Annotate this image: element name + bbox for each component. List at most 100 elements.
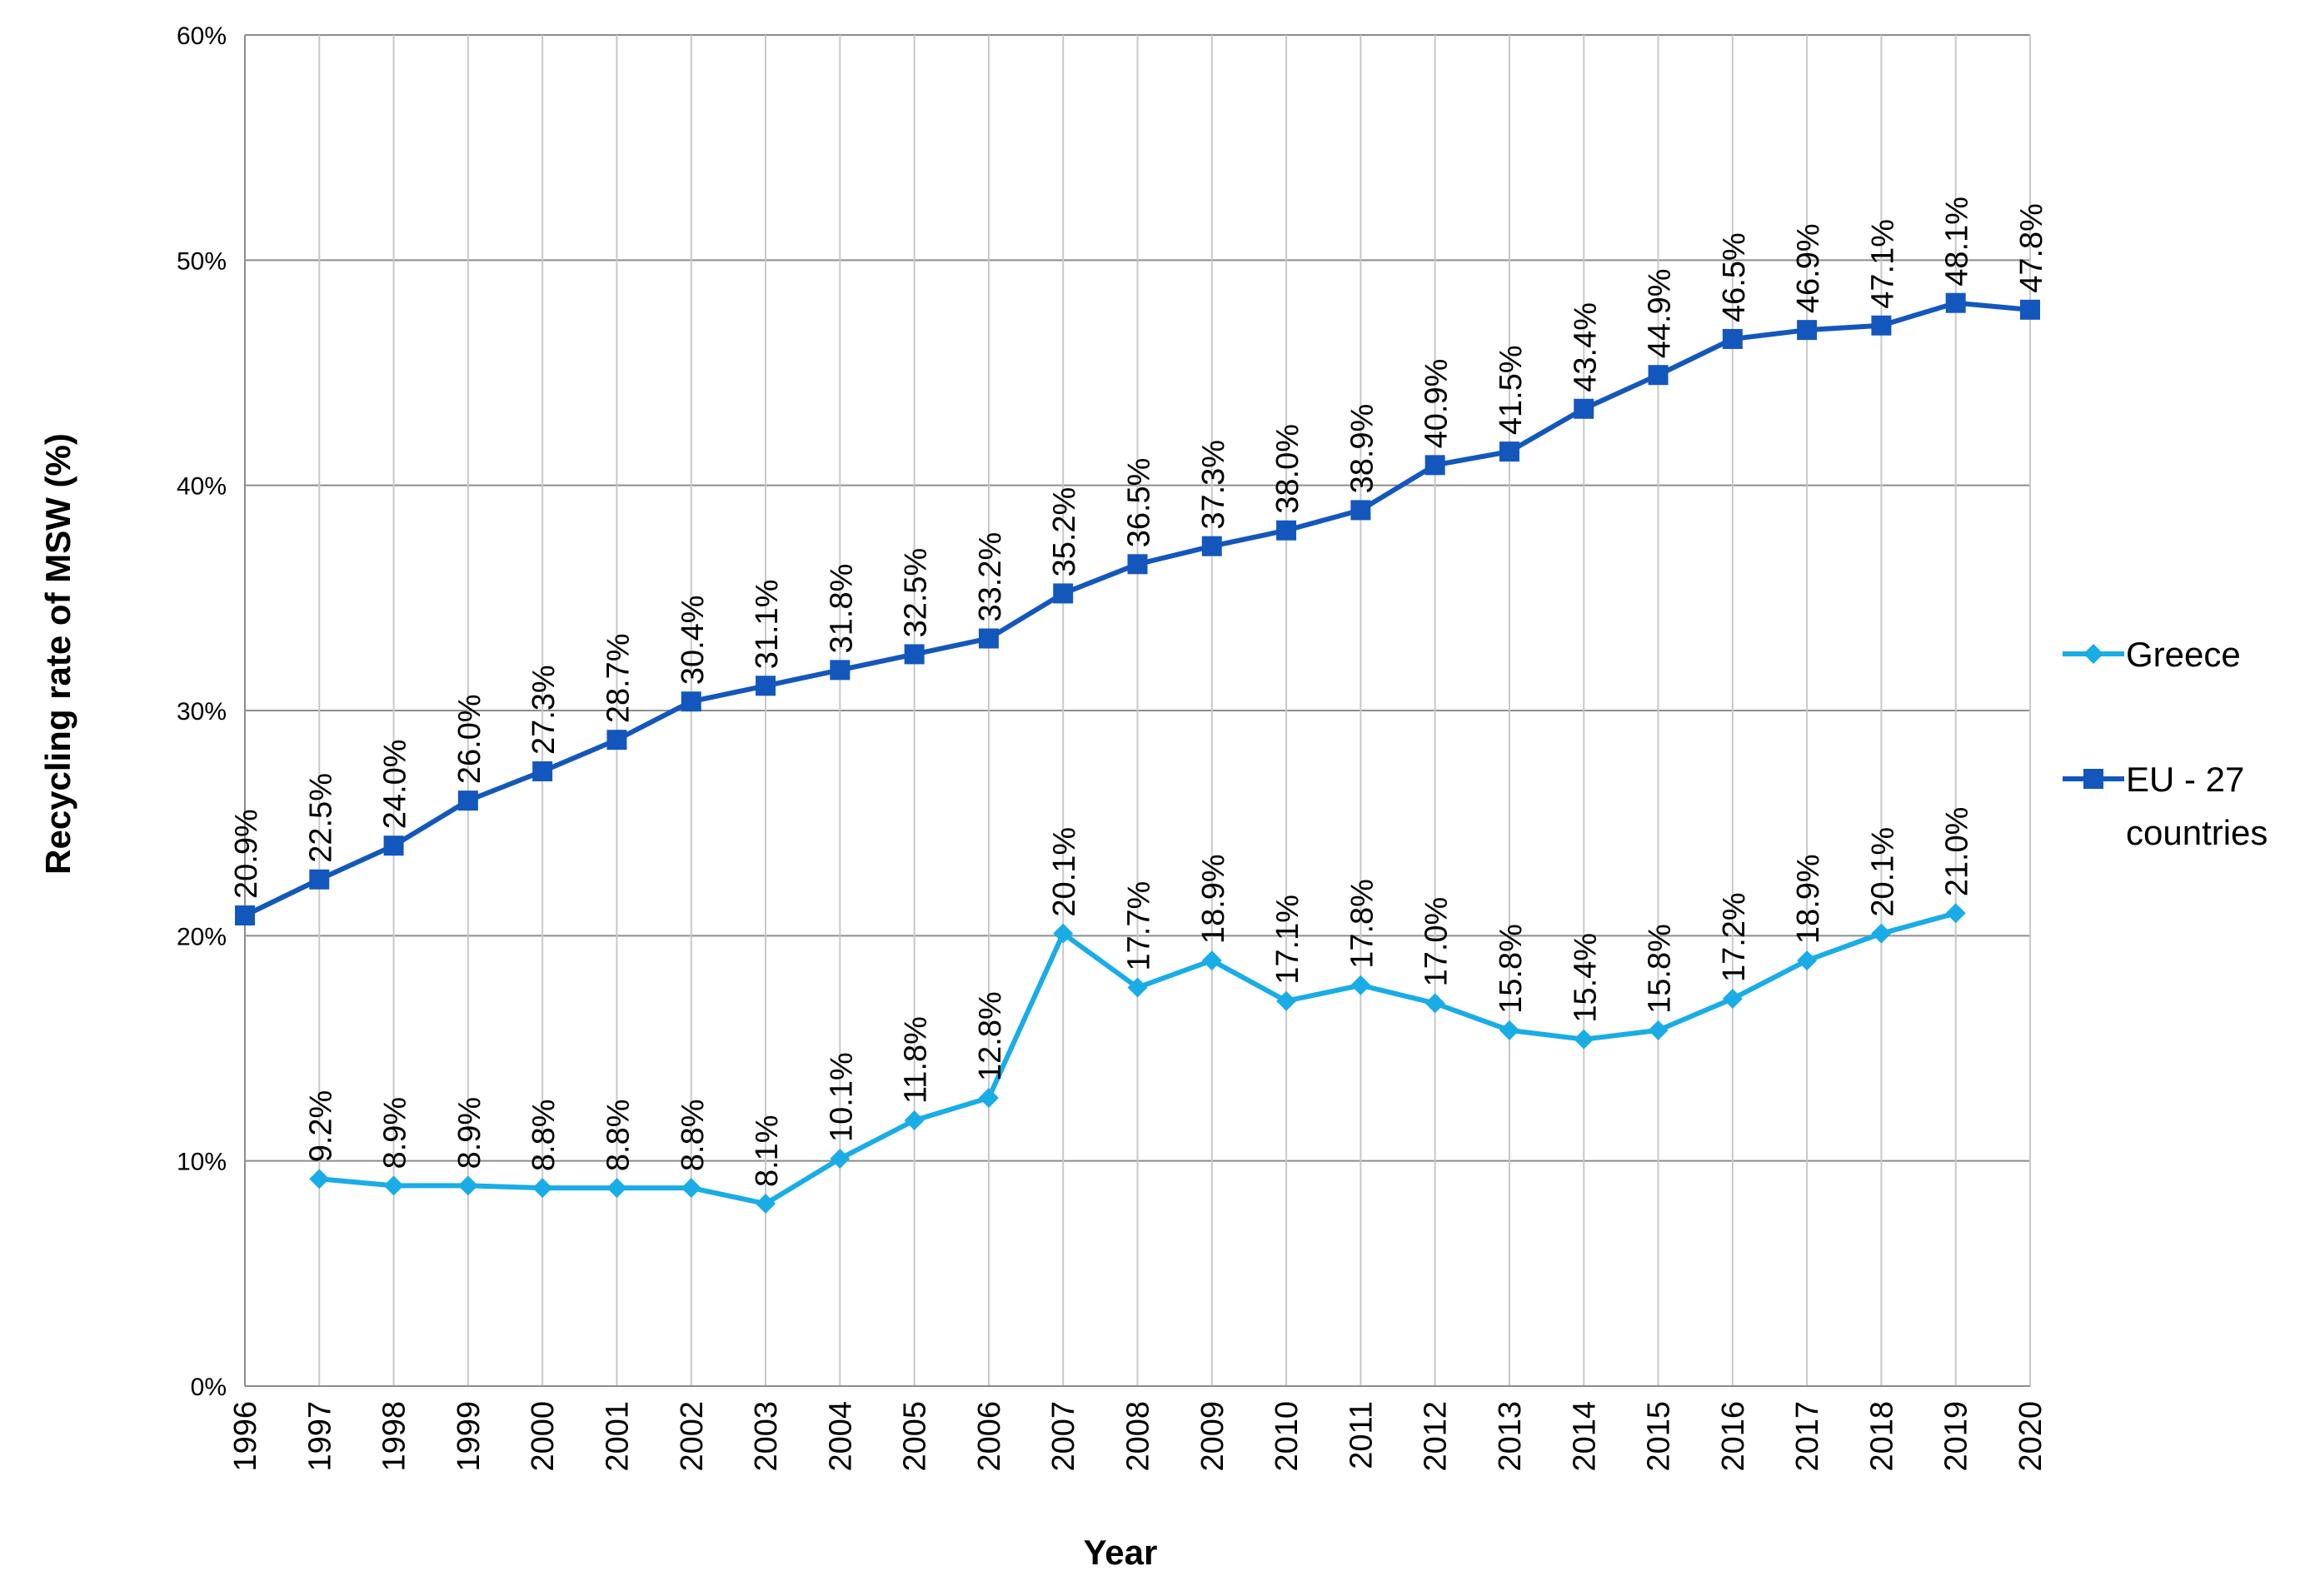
data-point-marker	[1276, 520, 1297, 541]
data-label: 17.2%	[1717, 892, 1752, 982]
data-point-marker	[2020, 299, 2040, 320]
axes: 0% 10% 20% 30% 40% 50% 60% 1996 1997 1998 1999 2000…	[177, 22, 2048, 1472]
series-greece	[309, 903, 1966, 1214]
x-tick-label: 2017	[1790, 1401, 1825, 1472]
y-tick-label: 50%	[177, 247, 227, 275]
data-point-marker	[1053, 923, 1074, 944]
data-label: 15.8%	[1643, 924, 1678, 1014]
data-label: 48.1%	[1940, 197, 1975, 287]
x-tick-label: 2002	[675, 1401, 710, 1472]
data-point-marker	[904, 1110, 925, 1131]
data-label: 17.1%	[1270, 895, 1305, 985]
data-label: 47.1%	[1865, 219, 1900, 309]
data-label: 9.2%	[303, 1090, 338, 1163]
data-point-marker	[1648, 1020, 1669, 1040]
data-label: 17.0%	[1419, 897, 1454, 987]
x-tick-label: 2016	[1716, 1401, 1751, 1472]
data-label: 46.5%	[1717, 232, 1752, 322]
data-point-marker	[1499, 1020, 1519, 1040]
data-point-marker	[1722, 328, 1743, 349]
data-label: 15.4%	[1568, 933, 1603, 1023]
data-label: 24.0%	[378, 739, 413, 829]
data-label: 8.8%	[526, 1099, 561, 1171]
y-tick-label: 20%	[177, 923, 227, 950]
data-point-marker	[1127, 977, 1148, 998]
x-tick-label: 2015	[1642, 1401, 1677, 1472]
data-label: 15.8%	[1494, 924, 1529, 1014]
data-label: 46.9%	[1791, 223, 1826, 313]
x-tick-label: 2012	[1419, 1401, 1454, 1472]
legend-label: Greece	[2126, 635, 2241, 674]
data-point-marker	[383, 1175, 404, 1196]
data-label: 36.5%	[1122, 458, 1157, 548]
legend-item-greece: Greece	[2063, 635, 2241, 674]
x-tick-label: 1996	[228, 1401, 263, 1472]
data-label: 43.4%	[1568, 302, 1603, 392]
y-tick-label: 60%	[177, 22, 227, 50]
data-label: 8.8%	[676, 1099, 711, 1171]
data-label: 31.1%	[750, 580, 785, 670]
data-label: 20.1%	[1865, 827, 1900, 917]
legend-label: EU - 27	[2126, 760, 2244, 799]
data-label: 31.8%	[824, 564, 859, 654]
data-point-marker	[1276, 990, 1297, 1011]
data-labels: 9.2% 8.9% 8.9% 8.8% 8.8% 8.8% 8.1% 10.1% 11.8% 12…	[229, 197, 2049, 1187]
y-tick-label: 40%	[177, 473, 227, 501]
data-point-marker	[1648, 365, 1669, 386]
data-point-marker	[681, 691, 701, 712]
data-label: 8.9%	[378, 1097, 413, 1170]
data-label: 20.9%	[229, 809, 264, 899]
data-point-marker	[756, 1194, 776, 1214]
data-label: 8.1%	[750, 1115, 785, 1187]
data-point-marker	[1053, 583, 1074, 604]
data-point-marker	[978, 1087, 999, 1108]
data-label: 28.7%	[601, 633, 636, 723]
x-tick-label: 2018	[1864, 1401, 1899, 1472]
x-tick-label: 2010	[1270, 1401, 1305, 1472]
data-point-marker	[1424, 455, 1445, 476]
data-label: 8.9%	[452, 1097, 487, 1170]
data-point-marker	[1722, 989, 1743, 1010]
x-tick-label: 2004	[823, 1401, 858, 1472]
data-point-marker	[532, 1178, 553, 1199]
data-point-marker	[1350, 500, 1371, 521]
data-point-marker	[1945, 292, 1966, 313]
x-tick-label: 2009	[1195, 1401, 1230, 1472]
x-tick-label: 1999	[452, 1401, 486, 1472]
data-label: 20.1%	[1047, 827, 1082, 917]
series-layer	[235, 292, 2040, 1214]
data-point-marker	[1797, 320, 1818, 341]
data-label: 21.0%	[1940, 807, 1975, 897]
data-point-marker	[1201, 950, 1222, 971]
data-point-marker	[1871, 923, 1892, 944]
legend-label: countries	[2126, 813, 2268, 852]
legend: Greece EU - 27 countries	[2063, 635, 2268, 852]
y-tick-label: 0%	[191, 1374, 227, 1401]
x-tick-label: 2013	[1493, 1401, 1528, 1472]
data-label: 12.8%	[973, 991, 1008, 1081]
data-label: 32.5%	[899, 548, 934, 638]
data-label: 18.9%	[1196, 854, 1231, 944]
data-label: 41.5%	[1494, 345, 1529, 435]
axis-titles: Recycling rate of MSW (%) Year	[38, 433, 1157, 1572]
legend-item-eu-27: EU - 27 countries	[2063, 760, 2268, 852]
data-label: 17.7%	[1122, 881, 1157, 971]
legend-marker	[2083, 644, 2103, 664]
data-point-marker	[383, 835, 404, 856]
x-tick-label: 2019	[1939, 1401, 1974, 1472]
data-label: 33.2%	[973, 532, 1008, 622]
gridlines	[244, 34, 2031, 1387]
x-tick-label: 2011	[1344, 1401, 1379, 1469]
data-label: 22.5%	[303, 773, 338, 863]
x-tick-label: 2006	[972, 1401, 1007, 1472]
y-tick-label: 30%	[177, 698, 227, 726]
data-label: 10.1%	[824, 1052, 859, 1142]
y-tick-label: 10%	[177, 1149, 227, 1176]
x-tick-label: 2007	[1046, 1401, 1081, 1472]
data-point-marker	[756, 676, 776, 696]
data-point-marker	[532, 761, 553, 781]
data-label: 37.3%	[1196, 440, 1231, 530]
data-label: 40.9%	[1419, 359, 1454, 449]
data-label: 18.9%	[1791, 854, 1826, 944]
x-axis-title: Year	[1084, 1533, 1158, 1572]
